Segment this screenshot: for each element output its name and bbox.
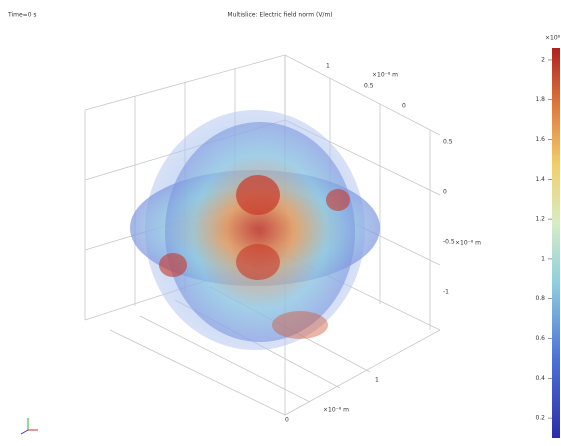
hotspot bbox=[326, 189, 350, 211]
axis-tick-label: 0.5 bbox=[443, 139, 453, 146]
hotspot bbox=[272, 311, 328, 339]
colorbar-multiplier: ×10⁸ bbox=[545, 35, 561, 42]
colorbar-tick-label: 1 bbox=[541, 255, 545, 262]
colorbar-tick-label: 0.6 bbox=[535, 335, 545, 342]
colorbar-tick-label: 1.8 bbox=[535, 96, 545, 103]
slice-surfaces bbox=[130, 110, 380, 350]
axis-tick-label: 0.5 bbox=[364, 83, 374, 90]
axis-tick-label: 0 bbox=[285, 417, 289, 424]
subtitle: Time=0 s bbox=[7, 12, 37, 19]
hotspot bbox=[236, 244, 280, 280]
colorbar bbox=[552, 48, 560, 438]
colorbar-tick-label: 2 bbox=[541, 56, 545, 63]
colorbar-tick-label: 1.2 bbox=[535, 216, 545, 223]
axis-tick-label: -0.5 bbox=[443, 239, 455, 246]
axis-tick-label: 1 bbox=[375, 377, 379, 384]
axis-triad bbox=[20, 418, 38, 435]
axis-tick-label: 0 bbox=[402, 103, 406, 110]
chart-title: Multislice: Electric field norm (V/m) bbox=[227, 12, 332, 19]
axis-tick-label: -1 bbox=[443, 289, 449, 296]
colorbar-tick-label: 0.2 bbox=[535, 415, 545, 422]
axis-label: ×10⁻⁸ m bbox=[323, 407, 349, 414]
colorbar-tick-label: 0.8 bbox=[535, 295, 545, 302]
slice-xz bbox=[165, 122, 355, 342]
hotspot bbox=[236, 175, 280, 215]
axis-label: ×10⁻⁸ m bbox=[372, 72, 398, 79]
axis-tick-label: 0 bbox=[443, 189, 447, 196]
colorbar-tick-label: 0.4 bbox=[535, 375, 545, 382]
colorbar-tick-label: 1.6 bbox=[535, 136, 545, 143]
hotspot bbox=[159, 253, 187, 277]
axis-label: ×10⁻⁸ m bbox=[455, 240, 481, 247]
colorbar-tick-label: 1.4 bbox=[535, 176, 545, 183]
axis-tick-label: 1 bbox=[326, 63, 330, 70]
